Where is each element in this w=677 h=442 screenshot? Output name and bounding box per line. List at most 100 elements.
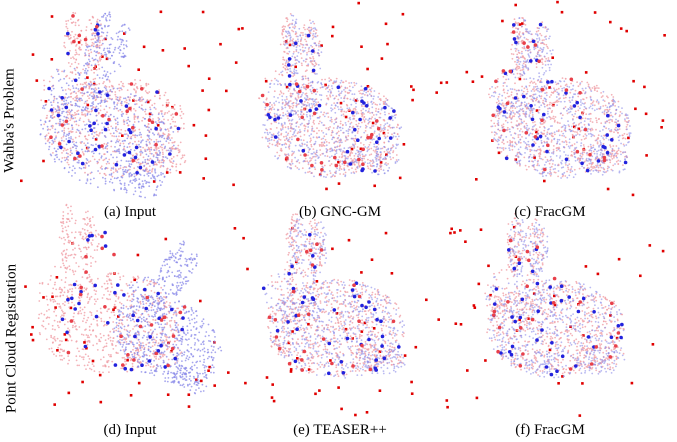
target-point [291, 23, 293, 26]
target-point [95, 54, 98, 57]
target-point [81, 128, 84, 131]
source-point [577, 85, 580, 88]
target-point [331, 138, 333, 141]
source-point [115, 95, 117, 98]
target-point [105, 34, 108, 37]
target-point [320, 98, 323, 101]
target-point [314, 73, 317, 75]
source-point [337, 98, 340, 101]
inlier-source-point [83, 37, 88, 42]
source-point [104, 85, 107, 87]
inlier-target-point [154, 126, 158, 131]
target-point [386, 155, 389, 157]
source-point [555, 100, 558, 103]
target-point [600, 143, 602, 146]
target-point [576, 159, 579, 161]
target-point [122, 39, 124, 42]
source-point [149, 142, 151, 145]
source-point [82, 83, 84, 86]
source-point [355, 170, 358, 173]
target-point [106, 144, 109, 147]
source-point [315, 63, 318, 66]
source-point [97, 61, 100, 63]
source-point [77, 124, 80, 127]
source-point [81, 94, 84, 97]
source-point [615, 126, 617, 129]
source-point [169, 123, 172, 125]
target-point [266, 131, 269, 134]
source-point [488, 93, 490, 96]
target-point [388, 140, 390, 143]
target-point [274, 144, 277, 147]
source-point [309, 140, 312, 143]
target-point [340, 92, 343, 94]
source-point [493, 134, 496, 136]
target-point [581, 165, 583, 168]
target-point [388, 124, 391, 126]
source-point [174, 121, 177, 123]
source-point [510, 53, 513, 55]
source-point [531, 88, 534, 91]
target-point [134, 180, 137, 183]
target-point [293, 89, 295, 91]
source-point [66, 103, 69, 106]
target-point [161, 121, 164, 123]
source-point [502, 104, 505, 107]
target-point [58, 124, 61, 127]
source-point [70, 57, 72, 60]
source-point [355, 119, 358, 122]
source-point [74, 33, 77, 36]
source-point [326, 155, 329, 158]
source-point [286, 41, 289, 44]
source-point [324, 78, 326, 81]
target-point [112, 156, 114, 159]
target-point [84, 77, 87, 80]
source-point [70, 130, 72, 133]
source-point [299, 135, 302, 138]
target-point [53, 158, 56, 161]
target-point [60, 86, 63, 89]
source-point [615, 154, 618, 157]
inlier-target-point [266, 113, 271, 117]
target-point [44, 120, 47, 123]
target-point [110, 178, 112, 181]
target-point [508, 147, 511, 150]
source-point [87, 111, 89, 113]
source-point [561, 140, 564, 143]
source-point [534, 85, 537, 88]
target-point [367, 119, 370, 121]
target-point [599, 107, 602, 110]
inlier-target-point [392, 109, 396, 113]
target-point [109, 15, 112, 18]
target-point [506, 85, 508, 87]
target-point [608, 158, 611, 161]
target-point [125, 171, 128, 174]
source-point [86, 138, 89, 141]
source-point [338, 167, 341, 170]
source-point [518, 67, 521, 69]
target-point [389, 149, 392, 152]
target-point [57, 145, 60, 148]
source-point [163, 118, 165, 121]
source-point [171, 165, 173, 168]
source-point [302, 32, 304, 34]
target-point [131, 182, 134, 185]
source-point [96, 18, 99, 21]
source-point [582, 113, 584, 116]
source-point [352, 108, 355, 110]
source-point [151, 170, 153, 173]
source-point [146, 171, 149, 173]
source-point [292, 104, 295, 107]
target-point [128, 163, 131, 165]
source-point [558, 146, 560, 149]
target-point [75, 120, 78, 123]
target-point [497, 120, 499, 122]
target-point [150, 128, 153, 131]
target-point [140, 195, 142, 198]
source-point [264, 77, 267, 80]
target-point [77, 113, 80, 115]
source-point [88, 52, 91, 55]
target-point [156, 186, 158, 189]
source-point [153, 102, 156, 105]
target-point [596, 99, 599, 102]
